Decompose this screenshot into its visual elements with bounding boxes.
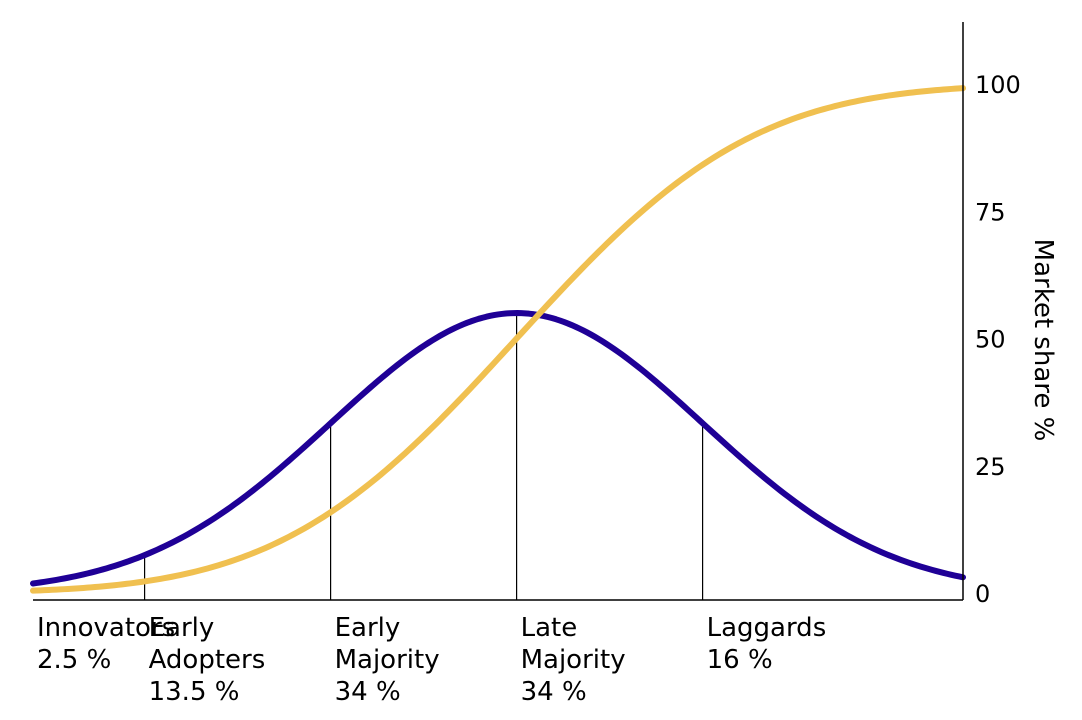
y-tick-label: 0 <box>975 580 990 608</box>
y-axis-title: Market share % <box>1028 239 1058 442</box>
y-tick-label: 50 <box>975 326 1006 354</box>
y-tick-label: 100 <box>975 71 1021 99</box>
bell-curve-series <box>30 310 966 587</box>
y-tick-label: 25 <box>975 453 1006 481</box>
category-share: 16 % <box>707 645 773 675</box>
category-name: Early <box>335 613 401 643</box>
segment-guides <box>144 313 704 600</box>
category-share: 13.5 % <box>149 677 240 707</box>
category-name: Early <box>149 613 215 643</box>
category-name: Late <box>521 613 578 643</box>
category-name: Adopters <box>149 645 266 675</box>
category-share: 2.5 % <box>37 645 111 675</box>
y-tick-label: 75 <box>975 198 1006 226</box>
s-curve-series <box>30 85 966 594</box>
category-share: 34 % <box>521 677 587 707</box>
y-axis-ticks: 0 25 50 75 100 <box>975 71 1021 608</box>
category-name: Majority <box>521 645 626 675</box>
category-name: Innovators <box>37 613 175 643</box>
category-name: Laggards <box>707 613 827 643</box>
category-share: 34 % <box>335 677 401 707</box>
category-name: Majority <box>335 645 440 675</box>
